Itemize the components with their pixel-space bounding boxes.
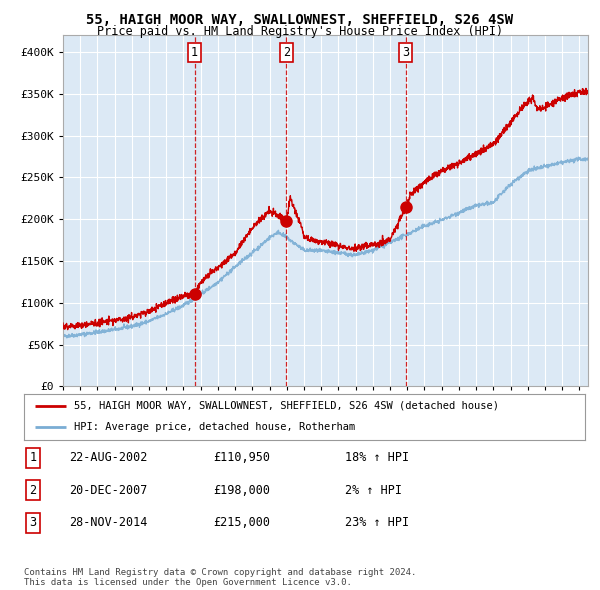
Text: 28-NOV-2014: 28-NOV-2014 xyxy=(69,516,148,529)
Text: 3: 3 xyxy=(29,516,37,529)
Text: 55, HAIGH MOOR WAY, SWALLOWNEST, SHEFFIELD, S26 4SW: 55, HAIGH MOOR WAY, SWALLOWNEST, SHEFFIE… xyxy=(86,13,514,27)
Text: 23% ↑ HPI: 23% ↑ HPI xyxy=(345,516,409,529)
Text: 2: 2 xyxy=(29,484,37,497)
Text: 2% ↑ HPI: 2% ↑ HPI xyxy=(345,484,402,497)
Text: HPI: Average price, detached house, Rotherham: HPI: Average price, detached house, Roth… xyxy=(74,422,356,432)
Text: 22-AUG-2002: 22-AUG-2002 xyxy=(69,451,148,464)
Text: 1: 1 xyxy=(29,451,37,464)
Text: 20-DEC-2007: 20-DEC-2007 xyxy=(69,484,148,497)
Text: 1: 1 xyxy=(191,46,198,59)
Text: Contains HM Land Registry data © Crown copyright and database right 2024.
This d: Contains HM Land Registry data © Crown c… xyxy=(24,568,416,587)
Text: £215,000: £215,000 xyxy=(213,516,270,529)
Text: £198,000: £198,000 xyxy=(213,484,270,497)
Text: £110,950: £110,950 xyxy=(213,451,270,464)
Text: 2: 2 xyxy=(283,46,290,59)
Text: 3: 3 xyxy=(402,46,409,59)
Text: 18% ↑ HPI: 18% ↑ HPI xyxy=(345,451,409,464)
Text: Price paid vs. HM Land Registry's House Price Index (HPI): Price paid vs. HM Land Registry's House … xyxy=(97,25,503,38)
Text: 55, HAIGH MOOR WAY, SWALLOWNEST, SHEFFIELD, S26 4SW (detached house): 55, HAIGH MOOR WAY, SWALLOWNEST, SHEFFIE… xyxy=(74,401,499,411)
